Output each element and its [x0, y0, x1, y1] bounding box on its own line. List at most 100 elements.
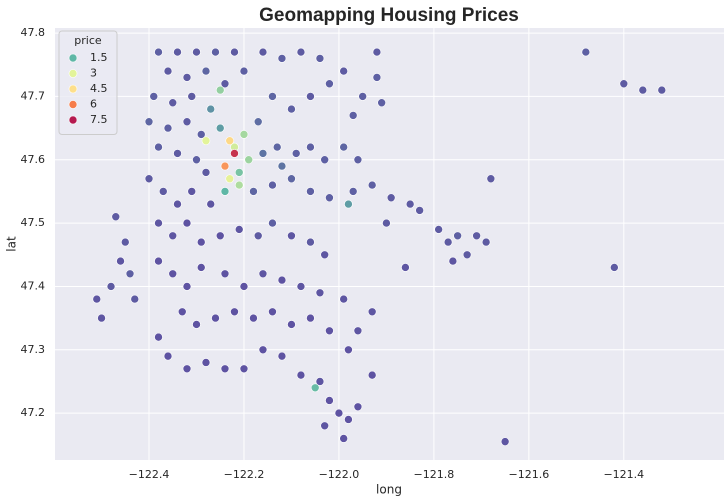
point: [353, 402, 363, 412]
legend-marker: [68, 100, 78, 109]
point: [296, 47, 306, 57]
point: [610, 263, 619, 272]
point: [182, 364, 192, 374]
point: [234, 168, 244, 177]
point: [500, 437, 510, 446]
point: [415, 206, 424, 215]
point: [196, 130, 206, 139]
point: [291, 149, 301, 158]
point: [215, 85, 225, 95]
point: [339, 66, 348, 76]
point: [462, 250, 472, 260]
point: [168, 98, 178, 108]
point: [125, 269, 135, 279]
point: [306, 92, 315, 101]
legend-marker: [68, 53, 78, 63]
point: [268, 180, 277, 190]
point: [325, 396, 334, 405]
point: [334, 408, 344, 418]
point: [201, 168, 211, 177]
point: [405, 199, 415, 209]
point: [173, 149, 182, 158]
point: [168, 269, 178, 279]
legend-label: 7.5: [90, 113, 108, 126]
point: [619, 79, 629, 89]
y-tick-label: 47.8: [21, 26, 46, 39]
point: [320, 421, 329, 431]
point: [182, 117, 192, 127]
point: [315, 54, 325, 63]
point: [220, 161, 230, 171]
point: [201, 66, 211, 76]
point: [367, 370, 377, 380]
x-tick-label: −121.6: [508, 468, 549, 481]
point: [239, 130, 249, 139]
x-tick-label: −121.8: [414, 468, 455, 481]
point: [234, 225, 244, 234]
point: [182, 282, 192, 291]
point: [163, 123, 173, 133]
point: [253, 117, 263, 127]
point: [296, 370, 306, 380]
point: [638, 85, 648, 95]
point: [182, 218, 192, 228]
point: [310, 383, 320, 393]
y-tick-label: 47.2: [21, 406, 46, 419]
point: [130, 294, 140, 304]
point: [92, 294, 102, 304]
point: [443, 237, 453, 247]
point: [453, 231, 462, 241]
point: [106, 282, 116, 291]
point: [448, 256, 458, 266]
point: [225, 136, 235, 146]
legend-marker: [68, 84, 78, 94]
point: [339, 142, 348, 152]
point: [163, 66, 173, 76]
point: [154, 218, 163, 228]
point: [325, 79, 334, 89]
x-tick-label: −122.0: [319, 468, 360, 481]
point: [434, 225, 443, 234]
point: [201, 136, 211, 146]
point: [353, 155, 363, 165]
point: [657, 85, 667, 95]
point: [325, 193, 334, 203]
point: [249, 313, 258, 323]
point: [220, 79, 230, 89]
point: [230, 149, 239, 158]
x-axis-label: long: [376, 483, 402, 497]
point: [401, 263, 410, 272]
point: [220, 187, 230, 196]
point: [481, 237, 491, 247]
legend-marker: [68, 69, 78, 78]
point: [192, 155, 201, 165]
point: [339, 434, 348, 443]
point: [144, 174, 154, 184]
point: [277, 275, 287, 285]
point: [192, 320, 201, 329]
point: [367, 180, 377, 190]
point: [258, 47, 268, 57]
point: [306, 313, 315, 323]
point: [344, 199, 353, 209]
legend-title: price: [74, 34, 102, 47]
point: [187, 92, 197, 101]
y-tick-label: 47.7: [21, 89, 46, 102]
point: [344, 345, 353, 355]
point: [258, 149, 268, 158]
point: [244, 155, 254, 165]
point: [149, 92, 159, 101]
point: [111, 212, 121, 222]
point: [239, 282, 249, 291]
point: [287, 174, 296, 184]
y-tick-label: 47.5: [21, 216, 46, 229]
point: [306, 142, 315, 152]
point: [386, 193, 396, 203]
point: [277, 161, 287, 171]
point: [220, 364, 230, 374]
point: [258, 269, 268, 279]
point: [120, 237, 130, 247]
point: [154, 47, 163, 57]
point: [215, 231, 225, 241]
point: [268, 92, 277, 101]
